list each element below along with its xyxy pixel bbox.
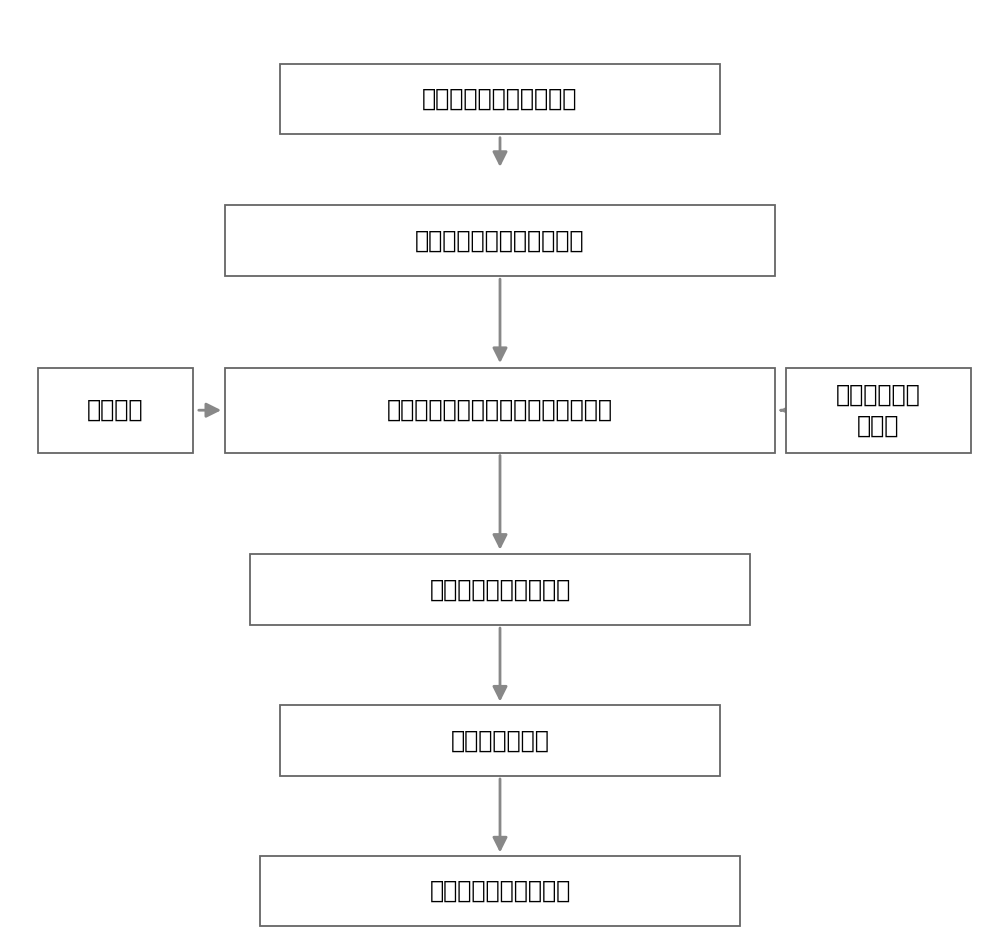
Bar [38,368,192,453]
Bar [250,554,750,624]
Bar [280,63,720,134]
Bar [280,704,720,775]
Text: 求解响应面模型: 求解响应面模型 [451,728,549,753]
Text: 密封结构参数化几何模型: 密封结构参数化几何模型 [422,87,578,111]
Bar [225,368,775,453]
Bar [260,856,740,926]
Text: 设计变量敏感
度分析: 设计变量敏感 度分析 [836,383,920,438]
Text: 密封结构参数化有限元模型: 密封结构参数化有限元模型 [415,228,585,253]
Text: 密封性能的响应面模型: 密封性能的响应面模型 [429,577,571,602]
Text: 密封结构优化设计结果: 密封结构优化设计结果 [429,879,571,903]
Bar [225,206,775,275]
Bar [786,368,970,453]
Text: 实验设计: 实验设计 [87,398,143,422]
Text: 求解有限元模型，建立优化数学模型: 求解有限元模型，建立优化数学模型 [387,398,613,422]
